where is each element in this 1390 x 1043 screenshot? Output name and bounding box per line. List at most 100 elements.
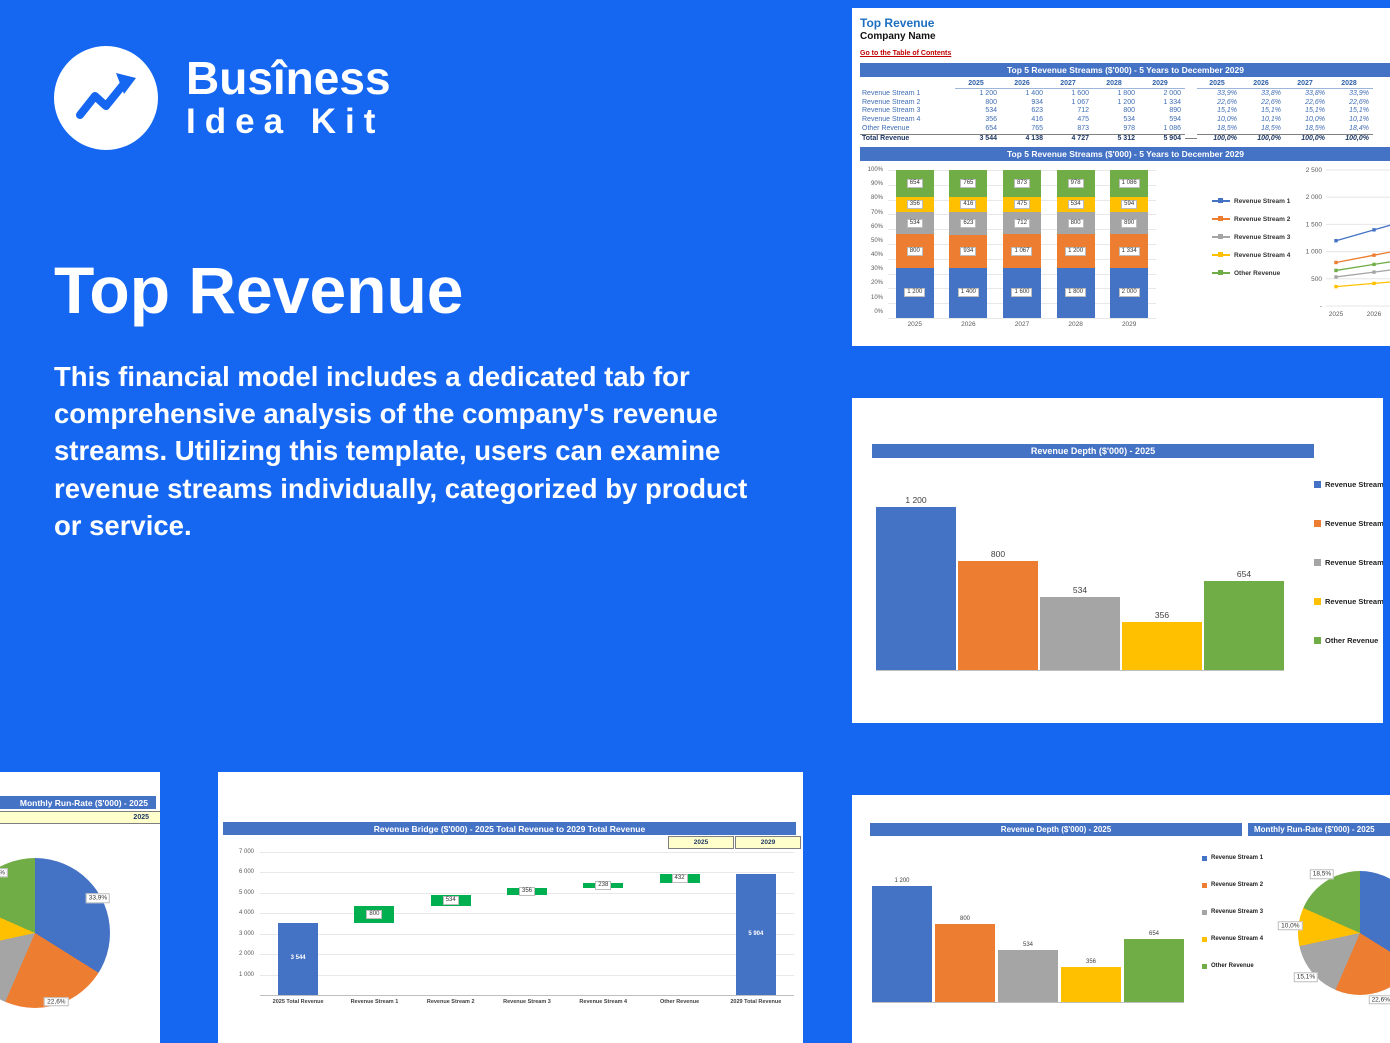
legend-marker-icon xyxy=(1202,855,1207,861)
bar-segment: 800 xyxy=(895,234,934,268)
stacked-bar-chart: 100% 90% 80% 70% 60% 50% 40% 30% 20% 10% 0% 1 200 80… xyxy=(862,167,1162,336)
brand-name-line2: Idea Kit xyxy=(186,102,385,142)
gridline xyxy=(260,974,794,976)
value-cell: 2 000 xyxy=(1163,90,1181,98)
bar-segment: 1 800 xyxy=(1056,267,1095,318)
bar xyxy=(1124,938,1184,1002)
value-cell: 978 xyxy=(1123,124,1135,132)
bar-column: 356 xyxy=(1122,610,1202,670)
category-label: Revenue Stream 2 xyxy=(426,999,475,1005)
bar-column: 654 xyxy=(1204,569,1284,670)
table-row: Total Revenue 3 544 4 138 4 727 5 312 5 904 10… xyxy=(860,133,1390,144)
data-label: 18,5% xyxy=(0,867,9,878)
year-input-cell-end[interactable]: 2029 xyxy=(735,836,801,849)
pct-year-column-header: 2026 xyxy=(1241,80,1285,89)
legend-line-marker-icon xyxy=(1212,234,1230,240)
data-label: 1 800 xyxy=(1065,288,1087,298)
axis-tick-label: 2025 xyxy=(907,320,923,328)
legend-label: Revenue Stream 4 xyxy=(1211,936,1264,942)
legend-label: Other Revenue xyxy=(1234,269,1281,277)
data-label: 654 xyxy=(1148,930,1159,937)
waterfall-total-bar xyxy=(278,922,319,995)
legend-marker-icon xyxy=(1314,559,1321,566)
axis-tick-label: 0% xyxy=(874,308,883,315)
year-column-header: 2027 xyxy=(1047,80,1093,89)
revenue-bridge-header-bar: Revenue Bridge ($'000) - 2025 Total Reve… xyxy=(223,822,796,835)
legend-item: Other Revenue xyxy=(1212,270,1290,277)
total-value-cell: 4 138 xyxy=(1001,133,1047,143)
pct-cell: 10,1% xyxy=(1261,116,1281,124)
bar-segment: 1 400 xyxy=(949,267,988,318)
data-label: 800 xyxy=(959,916,970,923)
total-pct-cell: 100,0% xyxy=(1329,133,1373,143)
legend-line-marker-icon xyxy=(1212,198,1230,204)
data-label: 1 200 xyxy=(905,495,927,506)
legend-item: Revenue Stream 2 xyxy=(1314,519,1383,528)
data-label: 5 904 xyxy=(748,931,764,938)
legend-item: Other Revenue xyxy=(1314,636,1383,645)
value-cell: 1 600 xyxy=(1071,90,1089,98)
gridline xyxy=(260,954,794,956)
bar-segment: 2 000 xyxy=(1110,267,1149,318)
axis-tick-label: 3 000 xyxy=(238,930,254,937)
axis-tick-label: 30% xyxy=(870,266,883,273)
table-of-contents-link[interactable]: Go to the Table of Contents xyxy=(860,50,952,57)
value-cell: 1 200 xyxy=(1117,98,1135,106)
bar xyxy=(958,561,1038,670)
revenue-depth-header-bar: Revenue Depth ($'000) - 2025 xyxy=(870,823,1242,836)
value-cell: 356 xyxy=(985,116,997,124)
pct-cell: 18,5% xyxy=(1305,124,1325,132)
row-label: Revenue Stream 3 xyxy=(862,107,921,115)
bar-column: 534 xyxy=(998,942,1058,1002)
bar xyxy=(1204,581,1284,670)
panel-monthly-run-rate: Monthly Run-Rate ($'000) - 2025 2025 33,… xyxy=(0,772,160,1043)
bar-segment: 1 067 xyxy=(1002,234,1041,268)
data-label: 1 067 xyxy=(1011,246,1033,256)
year-input-cell[interactable]: 2025 xyxy=(0,811,160,824)
category-label: Revenue Stream 3 xyxy=(503,999,551,1005)
sheet-title: Top Revenue xyxy=(860,16,935,30)
data-label: 22,6% xyxy=(44,997,69,1007)
pct-cell: 33,9% xyxy=(1217,90,1237,98)
bar-segment: 534 xyxy=(895,212,934,235)
legend-label: Revenue Stream 4 xyxy=(1325,597,1383,606)
legend-square-marker-icon xyxy=(1218,252,1223,258)
axis-tick-label: 4 000 xyxy=(238,910,254,917)
data-label: 800 xyxy=(990,549,1006,560)
legend-item: Revenue Stream 3 xyxy=(1202,909,1263,915)
plot-area: 1 200 800 534 356 654 1 400 934 623 416 765 1 600 1… xyxy=(888,169,1156,319)
legend-label: Revenue Stream 3 xyxy=(1234,233,1291,241)
data-label: 800 xyxy=(906,246,923,256)
panel-depth-and-run-rate: Revenue Depth ($'000) - 2025 Monthly Run… xyxy=(852,795,1390,1043)
bar-column: 356 xyxy=(1061,959,1121,1002)
pct-cell: 15,1% xyxy=(1349,107,1369,115)
legend-label: Revenue Stream 1 xyxy=(1325,480,1383,489)
bar xyxy=(998,950,1058,1002)
value-cell: 475 xyxy=(1077,116,1089,124)
bar-segment: 356 xyxy=(895,197,934,213)
axis-tick-label: 2029 xyxy=(1121,320,1137,328)
data-label: 534 xyxy=(906,218,923,228)
bar-segment: 712 xyxy=(1002,212,1041,235)
stacked-bar: 1 200 800 534 356 654 xyxy=(895,170,934,318)
revenue-depth-legend: Revenue Stream 1 Revenue Stream 2 Revenue … xyxy=(1202,855,1263,990)
gridline xyxy=(888,317,1156,319)
data-label: 873 xyxy=(1013,179,1030,189)
bar xyxy=(876,507,956,670)
gridline xyxy=(260,933,794,935)
data-label: 356 xyxy=(507,887,547,897)
pct-cell: 22,6% xyxy=(1305,98,1325,106)
bar-segment: 416 xyxy=(949,197,988,213)
svg-text:2025: 2025 xyxy=(1329,311,1344,318)
bar-segment: 800 xyxy=(1056,212,1095,235)
table-row: Revenue Stream 3 534 623 712 800 890 15,1% 15,1… xyxy=(860,107,1390,116)
value-cell: 1 800 xyxy=(1117,90,1135,98)
axis-tick-label: 50% xyxy=(870,237,883,244)
bar xyxy=(1061,967,1121,1002)
total-value-cell: 4 727 xyxy=(1047,133,1093,143)
legend-label: Revenue Stream 3 xyxy=(1325,558,1383,567)
run-rate-pie-chart: 33,9%22,6%15,1%10,0%18,5% xyxy=(1278,869,1390,1005)
year-input-cell-start[interactable]: 2025 xyxy=(668,836,734,849)
data-label: 1 200 xyxy=(1065,246,1087,256)
